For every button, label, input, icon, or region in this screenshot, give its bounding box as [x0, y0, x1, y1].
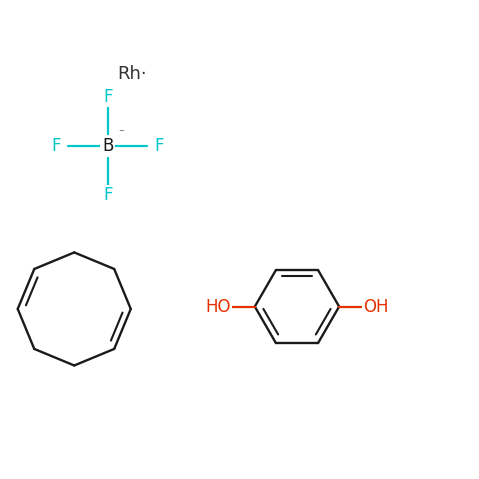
Text: F: F: [154, 137, 164, 155]
Text: HO: HO: [205, 297, 231, 316]
Text: F: F: [52, 137, 61, 155]
Text: F: F: [103, 186, 113, 204]
Text: F: F: [103, 88, 113, 106]
Text: B: B: [102, 137, 114, 155]
Text: ⁻: ⁻: [118, 128, 124, 138]
Text: Rh·: Rh·: [117, 65, 147, 83]
Text: OH: OH: [363, 297, 388, 316]
